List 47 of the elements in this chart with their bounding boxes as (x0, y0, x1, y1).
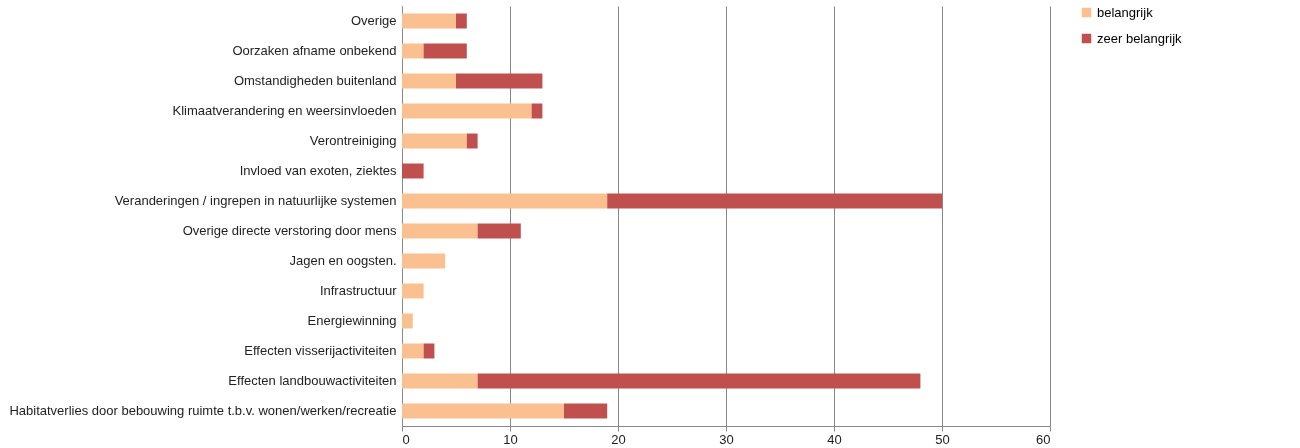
x-tick-label: 0 (402, 431, 410, 447)
bar (466, 133, 478, 149)
y-tick-label: Effecten visserijactiviteiten (244, 343, 397, 358)
bar (477, 373, 921, 389)
bar (402, 163, 424, 179)
y-tick-label: Omstandigheden buitenland (233, 73, 397, 88)
bar (402, 253, 446, 269)
y-tick-label: Energiewinning (307, 313, 397, 328)
bar (423, 43, 467, 59)
y-tick-label: Invloed van exoten, ziektes (239, 163, 397, 178)
bar (402, 13, 456, 29)
y-tick-label: Oorzaken afname onbekend (232, 43, 397, 58)
bar (456, 73, 543, 89)
bar (402, 343, 424, 359)
bar (402, 283, 424, 299)
y-tick-label: Infrastructuur (319, 283, 398, 298)
x-tick-label: 10 (503, 431, 518, 447)
bar (402, 193, 608, 209)
bar (477, 223, 521, 239)
bar (456, 13, 467, 29)
y-tick-label: Effecten landbouwactiviteiten (228, 373, 397, 388)
bar (402, 43, 424, 59)
bar (423, 343, 435, 359)
bar (402, 373, 478, 389)
bar (531, 103, 543, 119)
bar (402, 73, 456, 89)
y-tick-label: Verontreiniging (309, 133, 397, 148)
y-tick-label: Jagen en oogsten. (289, 253, 397, 268)
bar (564, 403, 608, 419)
y-tick-label: Klimaatverandering en weersinvloeden (172, 103, 397, 118)
bar (402, 133, 467, 149)
bar (402, 313, 413, 329)
bar (402, 103, 532, 119)
y-tick-label: Veranderingen / ingrepen in natuurlijke systemen (114, 193, 397, 208)
y-tick-label: Habitatverlies door bebouwing ruimte t.b.v. wonen/werken/recreatie (9, 403, 397, 418)
legend-label: belangrijk (1097, 4, 1154, 20)
bar (402, 403, 564, 419)
x-tick-label: 50 (935, 431, 950, 447)
x-tick-label: 60 (1036, 431, 1051, 447)
x-tick-label: 40 (827, 431, 842, 447)
y-tick-label: Overige directe verstoring door mens (182, 223, 397, 238)
bar (402, 223, 478, 239)
legend-label: zeer belangrijk (1097, 30, 1183, 46)
x-tick-label: 30 (719, 431, 734, 447)
y-tick-label: Overige (350, 13, 397, 28)
x-tick-label: 20 (611, 431, 626, 447)
bar (607, 193, 942, 209)
